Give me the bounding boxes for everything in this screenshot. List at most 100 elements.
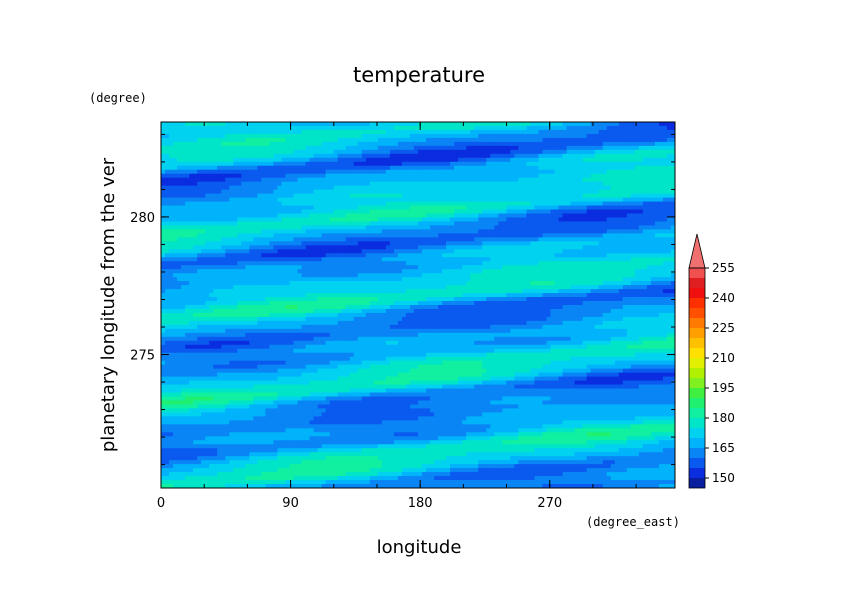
field-cell xyxy=(365,237,371,242)
field-cell xyxy=(422,261,427,266)
field-cell xyxy=(253,257,258,262)
field-cell xyxy=(197,221,202,227)
field-cell xyxy=(606,197,612,203)
field-cell xyxy=(486,249,491,254)
field-cell xyxy=(385,165,391,171)
field-cell xyxy=(185,141,190,147)
field-cell xyxy=(602,237,608,242)
field-cell xyxy=(217,241,222,246)
field-cell xyxy=(486,185,491,191)
field-cell xyxy=(666,221,672,227)
field-cell xyxy=(365,153,371,159)
field-cell xyxy=(474,273,479,278)
field-cell xyxy=(610,221,616,227)
field-cell xyxy=(201,173,206,179)
field-cell xyxy=(486,217,491,223)
field-cell xyxy=(638,241,644,246)
field-cell xyxy=(498,165,503,171)
field-cell xyxy=(530,137,536,143)
field-cell xyxy=(185,217,190,223)
field-cell xyxy=(634,265,640,270)
field-cell xyxy=(381,141,387,147)
field-cell xyxy=(478,273,483,278)
field-cell xyxy=(397,205,403,211)
field-cell xyxy=(165,221,170,227)
field-cell xyxy=(345,241,351,246)
field-cell xyxy=(594,133,600,139)
field-cell xyxy=(297,145,303,151)
field-cell xyxy=(193,181,198,187)
field-cell xyxy=(594,265,600,270)
field-cell xyxy=(349,145,355,151)
field-cell xyxy=(341,125,347,131)
field-cell xyxy=(305,249,311,254)
field-cell xyxy=(393,125,399,131)
field-cell xyxy=(337,201,343,207)
field-cell xyxy=(289,245,295,250)
field-cell xyxy=(165,265,170,270)
field-cell xyxy=(261,185,267,191)
field-cell xyxy=(229,141,234,147)
field-cell xyxy=(237,161,242,167)
field-cell xyxy=(546,165,552,171)
field-cell xyxy=(245,153,250,159)
field-cell xyxy=(578,245,584,250)
field-cell xyxy=(197,241,202,246)
field-cell xyxy=(590,225,596,231)
field-cell xyxy=(165,237,170,242)
field-cell xyxy=(409,197,415,203)
field-cell xyxy=(297,125,303,131)
field-cell xyxy=(490,122,495,127)
field-cell xyxy=(610,265,616,270)
field-cell xyxy=(662,149,668,155)
field-cell xyxy=(269,137,275,143)
field-cell xyxy=(602,249,608,254)
field-cell xyxy=(365,157,371,163)
field-cell xyxy=(349,197,355,203)
field-cell xyxy=(301,122,307,127)
field-cell xyxy=(209,125,214,131)
field-cell xyxy=(225,245,230,250)
field-cell xyxy=(498,261,503,266)
field-cell xyxy=(462,137,467,143)
field-cell xyxy=(377,185,383,191)
field-cell xyxy=(478,197,483,203)
field-cell xyxy=(546,153,552,159)
field-cell xyxy=(401,261,407,266)
field-cell xyxy=(614,197,620,203)
field-cell xyxy=(506,209,511,215)
field-cell xyxy=(566,229,572,234)
field-cell xyxy=(490,237,495,242)
field-cell xyxy=(377,149,383,155)
field-cell xyxy=(349,177,355,183)
field-cell xyxy=(554,273,560,278)
field-cell xyxy=(538,193,544,199)
field-cell xyxy=(197,265,202,270)
field-cell xyxy=(261,265,267,270)
field-cell xyxy=(201,249,206,254)
field-cell xyxy=(478,177,483,183)
field-cell xyxy=(333,213,339,219)
field-cell xyxy=(277,245,283,250)
field-cell xyxy=(333,265,339,270)
field-cell xyxy=(249,265,254,270)
field-cell xyxy=(454,209,459,215)
field-cell xyxy=(518,209,524,215)
field-cell xyxy=(530,241,536,246)
field-cell xyxy=(626,177,632,183)
field-cell xyxy=(229,133,234,139)
field-cell xyxy=(385,177,391,183)
field-cell xyxy=(361,261,367,266)
field-cell xyxy=(626,257,632,262)
field-cell xyxy=(213,241,218,246)
field-cell xyxy=(470,185,475,191)
field-cell xyxy=(209,233,214,238)
field-cell xyxy=(265,237,271,242)
field-cell xyxy=(546,161,552,167)
field-cell xyxy=(666,201,672,207)
field-cell xyxy=(602,145,608,151)
field-cell xyxy=(466,229,471,234)
field-cell xyxy=(418,177,423,183)
field-cell xyxy=(586,261,592,266)
field-cell xyxy=(257,201,262,207)
